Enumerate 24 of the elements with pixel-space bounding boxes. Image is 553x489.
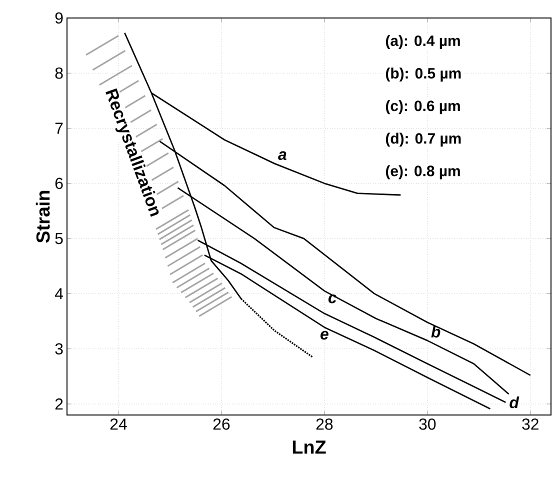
annotation: (d): 0.7 µm <box>386 132 461 147</box>
x-axis-title: LnZ <box>292 440 326 454</box>
y-tick-label: 6 <box>55 178 63 190</box>
x-tick-label: 24 <box>110 418 127 430</box>
y-tick-label: 9 <box>55 12 63 24</box>
x-tick-label: 26 <box>213 418 230 430</box>
annotation: (b): 0.5 µm <box>386 68 461 82</box>
y-tick-label: 4 <box>54 288 64 300</box>
y-tick-label: 7 <box>55 122 63 134</box>
annotation: (a): 0.4 µm <box>386 35 460 50</box>
y-axis-title: Strain <box>36 190 50 243</box>
series-label: e <box>320 330 328 340</box>
y-tick-label: 2 <box>55 398 63 410</box>
y-tick-label: 3 <box>55 343 63 354</box>
y-tick-label: 8 <box>55 68 63 79</box>
legend-label: d <box>510 396 520 408</box>
annotation: (c): 0.6 µm <box>386 100 460 114</box>
x-tick-label: 30 <box>419 418 436 430</box>
annotation: (e): 0.8 µm <box>386 165 460 180</box>
x-tick-label: 28 <box>316 418 333 430</box>
series-label: b <box>431 326 440 338</box>
y-tick-label: 5 <box>55 232 63 244</box>
x-tick-label: 32 <box>522 418 538 430</box>
series-label: a <box>278 151 286 160</box>
